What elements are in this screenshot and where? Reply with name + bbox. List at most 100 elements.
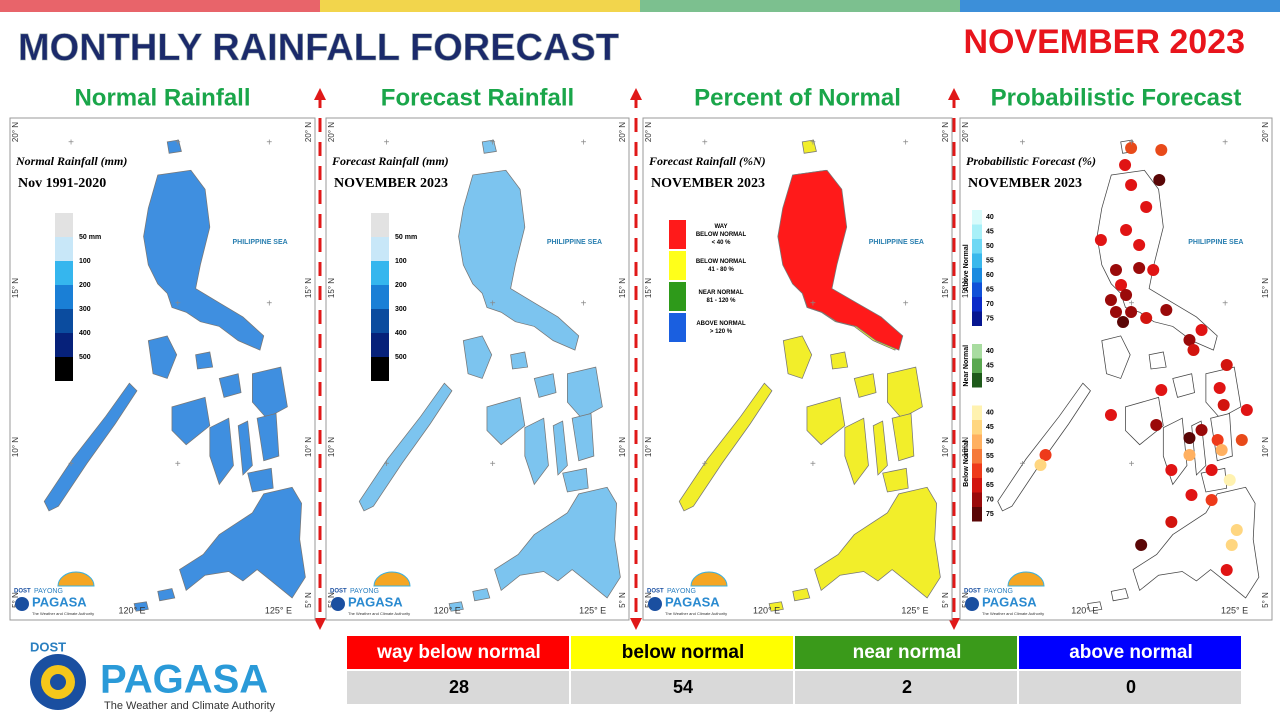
- lat-label: 20° N: [1261, 122, 1270, 142]
- grid-marker: +: [903, 138, 909, 149]
- legend-label: 50 mm: [395, 234, 417, 241]
- lat-label: 5° N: [1261, 592, 1270, 608]
- table-header: above normal: [1069, 642, 1193, 663]
- map-title: Forecast Rainfall (mm): [331, 154, 449, 168]
- station-dot: [1195, 324, 1208, 336]
- legend-group-name: Below Normal: [963, 440, 970, 487]
- legend-swatch: [669, 251, 686, 280]
- station-dot: [1240, 404, 1253, 416]
- panel-heading: Normal Rainfall: [74, 84, 250, 111]
- legend-swatch: [371, 261, 389, 285]
- mini-logo-umbrella: [373, 571, 411, 587]
- lat-label: 20° N: [941, 122, 950, 142]
- legend-label: BELOW NORMAL: [696, 259, 747, 265]
- logo-name: PAGASA: [100, 658, 268, 702]
- station-dot: [1147, 264, 1160, 276]
- grid-marker: +: [1129, 459, 1135, 470]
- legend-swatch: [972, 420, 982, 435]
- legend-swatch: [972, 311, 982, 326]
- station-dot: [1039, 449, 1052, 461]
- legend-label: 100: [395, 258, 407, 265]
- grid-marker: +: [68, 138, 74, 149]
- legend-label: 70: [986, 497, 994, 504]
- logo-org: DOST: [30, 639, 66, 654]
- lat-label: 5° N: [327, 592, 336, 608]
- lat-label: 20° N: [11, 122, 20, 142]
- legend-swatch: [669, 313, 686, 342]
- lon-label: 120° E: [1071, 605, 1098, 615]
- legend-label: BELOW NORMAL: [696, 232, 747, 238]
- legend-swatch: [669, 220, 686, 249]
- map-subtitle: Nov 1991-2020: [18, 176, 106, 191]
- legend-label: 65: [986, 482, 994, 489]
- lat-label: 5° N: [644, 592, 653, 608]
- lat-label: 15° N: [618, 278, 627, 298]
- legend-label: 400: [395, 330, 407, 337]
- lat-label: 10° N: [941, 437, 950, 457]
- legend-label: 50 mm: [79, 234, 101, 241]
- station-dot: [1110, 306, 1122, 318]
- legend-swatch: [55, 261, 73, 285]
- station-dot: [1135, 539, 1148, 551]
- legend-label: 500: [79, 354, 91, 361]
- legend-swatch: [972, 268, 982, 283]
- station-dot: [1187, 344, 1200, 356]
- lat-label: 10° N: [961, 437, 970, 457]
- station-dot: [1125, 306, 1138, 318]
- legend-swatch: [972, 449, 982, 464]
- lat-label: 15° N: [644, 278, 653, 298]
- logo: DOST PAGASA The Weather and Climate Auth…: [30, 639, 275, 712]
- sea-label: PHILIPPINE SEA: [869, 239, 924, 246]
- mini-logo-payong: PAYONG: [667, 588, 696, 595]
- legend-swatch: [371, 237, 389, 261]
- stripe: [960, 0, 1280, 12]
- stripe: [320, 0, 640, 12]
- grid-marker: +: [1129, 138, 1135, 149]
- legend-label: 200: [79, 282, 91, 289]
- lat-label: 10° N: [327, 437, 336, 457]
- legend-swatch: [55, 285, 73, 309]
- lon-label: 125° E: [901, 605, 928, 615]
- table-count: 2: [902, 677, 912, 697]
- mini-logo-umbrella: [57, 571, 95, 587]
- map-title: Probabilistic Forecast (%): [966, 154, 1096, 168]
- table-header: below normal: [622, 642, 744, 663]
- lat-label: 20° N: [327, 122, 336, 142]
- legend-label: 50: [986, 377, 994, 384]
- mini-logo-umbrella: [690, 571, 728, 587]
- station-dot: [1165, 516, 1178, 528]
- mini-logo-org: DOST: [330, 589, 347, 595]
- title: MONTHLY RAINFALL FORECAST: [18, 27, 619, 69]
- lat-label: 15° N: [327, 278, 336, 298]
- station-dot: [1125, 179, 1138, 191]
- legend-label: 45: [986, 424, 994, 431]
- legend-swatch: [55, 213, 73, 237]
- legend-label: 75: [986, 511, 994, 518]
- legend-swatch: [972, 373, 982, 388]
- table-count: 0: [1126, 677, 1136, 697]
- station-dot: [1183, 449, 1196, 461]
- station-dot: [1110, 264, 1122, 276]
- stripe: [0, 0, 320, 12]
- table-header: near normal: [853, 642, 962, 663]
- mini-logo-tagline: The Weather and Climate Authority: [665, 611, 727, 616]
- legend-label: WAY: [714, 224, 727, 230]
- legend-label: 300: [79, 306, 91, 313]
- mini-logo-umbrella: [1007, 571, 1045, 587]
- mini-logo-name: PAGASA: [32, 594, 87, 609]
- station-dot: [1140, 312, 1153, 324]
- logo-tagline: The Weather and Climate Authority: [104, 700, 275, 712]
- grid-marker: +: [490, 138, 496, 149]
- legend-swatch: [371, 285, 389, 309]
- station-dot: [1115, 279, 1128, 291]
- legend-label: 55: [986, 258, 994, 265]
- grid-marker: +: [903, 298, 909, 309]
- table-header-cell: [795, 636, 1017, 669]
- grid-marker: +: [175, 459, 181, 470]
- mini-logo-org: DOST: [14, 589, 31, 595]
- legend-swatch: [972, 463, 982, 478]
- mini-logo-org: DOST: [964, 589, 981, 595]
- legend-label: 100: [79, 258, 91, 265]
- lat-label: 15° N: [961, 278, 970, 298]
- legend-swatch: [972, 434, 982, 449]
